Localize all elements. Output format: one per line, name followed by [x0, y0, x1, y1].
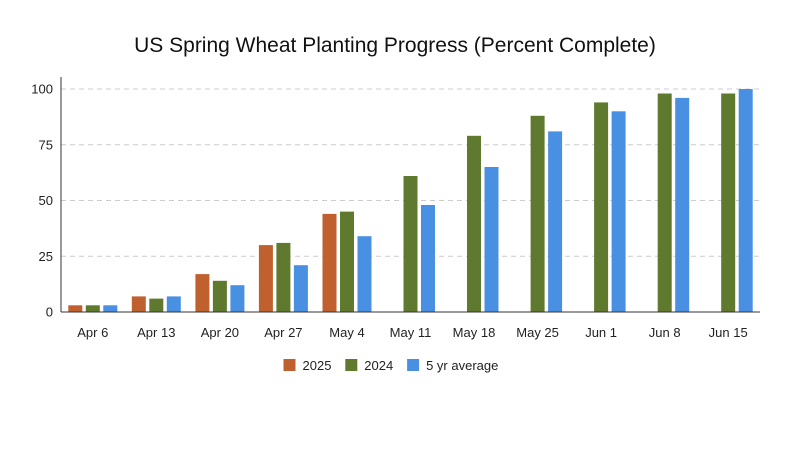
bar — [467, 135, 481, 312]
x-tick-label: Apr 13 — [137, 325, 175, 340]
bars — [68, 89, 753, 313]
x-tick-label: Jun 15 — [709, 325, 748, 340]
legend-label: 5 yr average — [426, 358, 498, 373]
x-tick-label: May 18 — [453, 325, 496, 340]
bar — [212, 280, 227, 312]
legend: 2025 2024 5 yr average — [283, 358, 498, 373]
bar — [548, 131, 563, 312]
y-tick-label: 75 — [39, 137, 53, 152]
legend-swatch — [407, 359, 420, 371]
bar — [103, 305, 118, 312]
y-tick-label: 0 — [46, 305, 53, 320]
bar — [340, 211, 354, 312]
bar — [484, 167, 499, 312]
axes: 0 25 50 75 100 Apr 6 Apr 13 Apr 20 Apr 27 May 4 Ma… — [31, 77, 760, 340]
legend-swatch — [345, 359, 358, 371]
bar — [721, 93, 736, 312]
bar — [166, 296, 181, 312]
bar — [322, 213, 337, 312]
legend-label: 2024 — [364, 358, 393, 373]
bar — [230, 285, 245, 312]
bar — [594, 102, 609, 313]
bar — [675, 97, 690, 313]
x-tick-label: Jun 8 — [649, 325, 681, 340]
bar — [357, 236, 372, 312]
bar — [403, 176, 418, 312]
bar — [68, 305, 83, 312]
bar — [276, 242, 291, 312]
bar — [195, 274, 210, 312]
bar — [530, 115, 545, 312]
x-tick-label: Apr 27 — [264, 325, 302, 340]
x-tick-label: May 25 — [516, 325, 559, 340]
y-tick-label: 50 — [39, 193, 53, 208]
x-tick-label: Jun 1 — [585, 325, 617, 340]
bar — [131, 296, 146, 312]
bar — [258, 245, 273, 312]
bar — [293, 265, 308, 312]
bar — [611, 111, 626, 312]
legend-swatch — [283, 359, 296, 371]
legend-label: 2025 — [303, 358, 332, 373]
x-tick-label: Apr 6 — [77, 325, 108, 340]
bar — [738, 89, 753, 312]
bar — [421, 205, 435, 312]
chart-title: US Spring Wheat Planting Progress (Perce… — [134, 34, 656, 57]
x-tick-label: Apr 20 — [201, 325, 239, 340]
x-tick-label: May 11 — [390, 325, 432, 340]
y-tick-label: 100 — [31, 82, 53, 97]
bar — [85, 305, 100, 312]
y-tick-label: 25 — [39, 249, 53, 264]
x-tick-label: May 4 — [329, 325, 364, 340]
bar — [657, 93, 672, 312]
bar — [149, 298, 164, 312]
